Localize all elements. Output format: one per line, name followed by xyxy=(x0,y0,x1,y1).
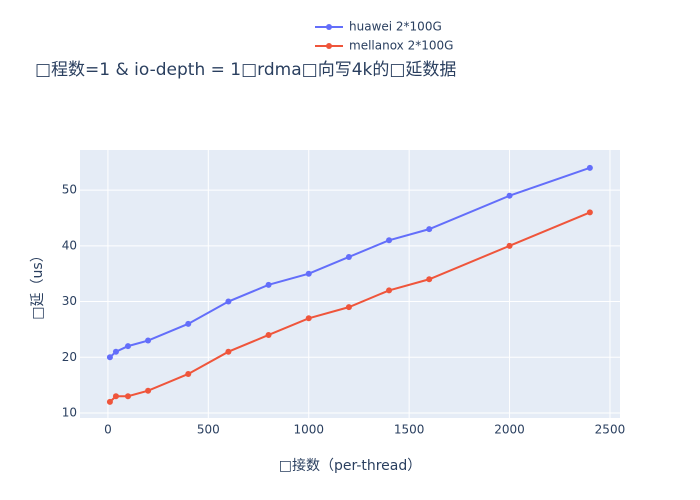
data-point xyxy=(225,348,232,355)
data-point xyxy=(145,337,152,344)
data-point xyxy=(112,348,119,355)
x-tick-label: 1000 xyxy=(293,423,324,437)
data-point xyxy=(426,276,433,283)
x-tick-label: 1500 xyxy=(394,423,425,437)
legend-label: huawei 2*100G xyxy=(349,20,442,34)
data-point xyxy=(586,164,593,171)
y-tick-label: 40 xyxy=(62,238,77,252)
data-point xyxy=(305,315,312,322)
x-tick-label: 0 xyxy=(104,423,112,437)
data-point xyxy=(106,354,113,361)
plot-area xyxy=(80,150,620,418)
data-point xyxy=(426,226,433,233)
legend-marker xyxy=(326,24,332,30)
data-point xyxy=(506,242,513,249)
data-point xyxy=(124,343,131,350)
data-point xyxy=(345,253,352,260)
data-point xyxy=(506,192,513,199)
grid xyxy=(80,150,620,418)
x-axis-title: □接数（per-thread） xyxy=(279,457,422,474)
chart-title: □程数=1 & io-depth = 1□rdma□向写4k的□延数据 xyxy=(35,60,456,80)
data-point xyxy=(345,304,352,311)
y-tick-label: 50 xyxy=(62,183,77,197)
y-tick-label: 20 xyxy=(62,350,77,364)
data-point xyxy=(265,281,272,288)
data-point xyxy=(185,370,192,377)
data-point xyxy=(386,237,393,244)
data-point xyxy=(586,209,593,216)
data-point xyxy=(305,270,312,277)
data-point xyxy=(112,393,119,400)
y-tick-label: 30 xyxy=(62,294,77,308)
x-tick-label: 2500 xyxy=(595,423,626,437)
x-tick-label: 2000 xyxy=(494,423,525,437)
data-point xyxy=(145,387,152,394)
x-tick-label: 500 xyxy=(197,423,220,437)
data-point xyxy=(185,320,192,327)
y-axis-title: □延（us） xyxy=(30,248,46,319)
data-point xyxy=(265,331,272,338)
data-point xyxy=(106,398,113,405)
data-point xyxy=(386,287,393,294)
legend-marker xyxy=(326,43,332,49)
data-point xyxy=(124,393,131,400)
y-tick-label: 10 xyxy=(62,405,77,419)
legend-label: mellanox 2*100G xyxy=(349,39,453,53)
data-point xyxy=(225,298,232,305)
